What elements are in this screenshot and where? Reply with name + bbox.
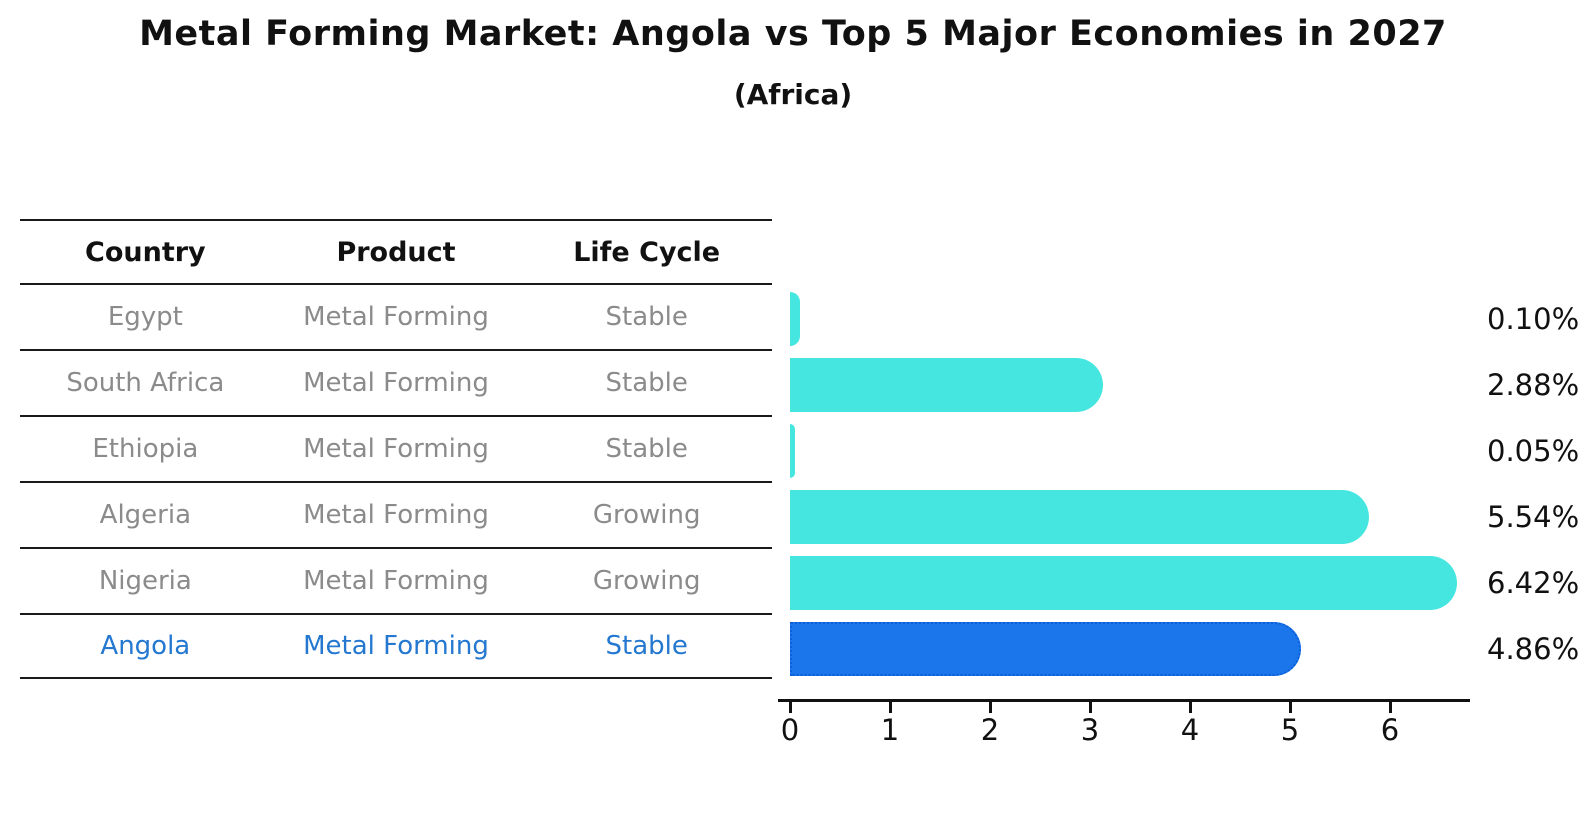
x-axis-tick-label: 1: [880, 713, 900, 747]
country-cell: Nigeria: [98, 566, 192, 596]
product-cell: Metal Forming: [303, 434, 489, 464]
table-header-row: Country Product Life Cycle: [20, 219, 772, 283]
chart-subtitle: (Africa): [733, 78, 853, 111]
column-header-product: Product: [336, 236, 456, 268]
product-cell: Metal Forming: [303, 566, 489, 596]
x-axis-tick-label: 5: [1280, 713, 1300, 747]
country-cell: South Africa: [66, 368, 225, 398]
lifecycle-cell: Stable: [605, 434, 688, 464]
table-row: Algeria Metal Forming Growing: [20, 481, 772, 547]
value-label: 0.05%: [1487, 434, 1580, 468]
bar: [790, 556, 1457, 610]
country-cell: Algeria: [99, 500, 192, 530]
x-axis-tick: [1088, 702, 1092, 713]
lifecycle-cell: Stable: [605, 631, 688, 661]
bar: [790, 490, 1369, 544]
x-axis-tick: [988, 702, 992, 713]
bar: [790, 358, 1103, 412]
x-axis-tick: [888, 702, 892, 713]
value-label: 5.54%: [1487, 500, 1580, 534]
x-axis-tick: [788, 702, 792, 713]
table-row: South Africa Metal Forming Stable: [20, 349, 772, 415]
product-cell: Metal Forming: [303, 500, 489, 530]
table-row: Nigeria Metal Forming Growing: [20, 547, 772, 613]
column-header-lifecycle: Life Cycle: [573, 236, 721, 268]
product-cell: Metal Forming: [303, 302, 489, 332]
table-row-angola-highlighted: Angola Metal Forming Stable: [20, 613, 772, 679]
column-header-country: Country: [85, 236, 206, 268]
x-axis-tick: [1188, 702, 1192, 713]
x-axis-tick-label: 6: [1380, 713, 1400, 747]
table-row: Ethiopia Metal Forming Stable: [20, 415, 772, 481]
country-cell: Egypt: [107, 302, 183, 332]
value-label: 4.86%: [1487, 632, 1580, 666]
x-axis-tick: [1288, 702, 1292, 713]
bar-angola-highlighted: [790, 622, 1301, 676]
lifecycle-cell: Growing: [592, 566, 701, 596]
x-axis-tick-label: 3: [1080, 713, 1100, 747]
x-axis-tick: [1388, 702, 1392, 713]
x-axis-line: [778, 699, 1470, 702]
bar: [790, 424, 795, 478]
x-axis-tick-label: 2: [980, 713, 1000, 747]
lifecycle-cell: Stable: [605, 302, 688, 332]
lifecycle-cell: Stable: [605, 368, 688, 398]
product-cell: Metal Forming: [303, 631, 489, 661]
country-cell: Angola: [100, 631, 191, 661]
country-cell: Ethiopia: [92, 434, 199, 464]
value-label: 2.88%: [1487, 368, 1580, 402]
lifecycle-cell: Growing: [592, 500, 701, 530]
value-label: 6.42%: [1487, 566, 1580, 600]
bar: [790, 292, 800, 346]
table-row: Egypt Metal Forming Stable: [20, 283, 772, 349]
comparison-table: Country Product Life Cycle Egypt Metal F…: [20, 219, 772, 679]
x-axis-tick-label: 4: [1180, 713, 1200, 747]
chart-title: Metal Forming Market: Angola vs Top 5 Ma…: [139, 14, 1447, 54]
product-cell: Metal Forming: [303, 368, 489, 398]
value-label: 0.10%: [1487, 302, 1580, 336]
x-axis-tick-label: 0: [780, 713, 800, 747]
